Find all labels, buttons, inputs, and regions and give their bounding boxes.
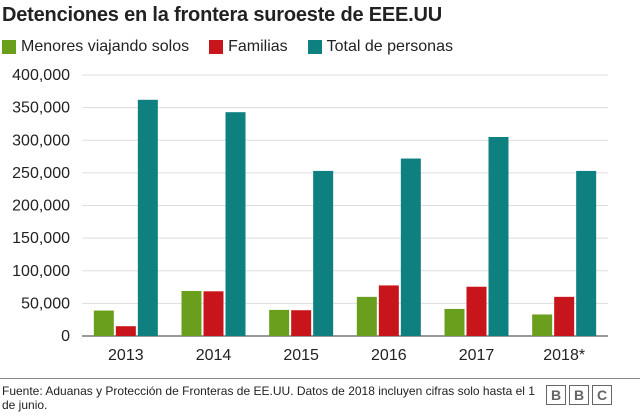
bar-menores	[532, 314, 553, 336]
bar-menores	[181, 290, 202, 336]
bar-menores	[444, 308, 465, 336]
legend-label-menores: Menores viajando solos	[21, 38, 190, 55]
bar-menores	[269, 309, 290, 336]
y-tick-label: 400,000	[12, 67, 70, 84]
bar-chart-plot: 0 50,000 100,000 150,000 200,000 250,000 300,0…	[12, 67, 608, 364]
bar-total	[313, 170, 334, 336]
bar-familias	[291, 310, 312, 336]
x-tick-label: 2018*	[543, 347, 585, 364]
logo-letter: C	[592, 385, 612, 405]
logo-letter: B	[569, 385, 589, 405]
legend-item-menores: Menores viajando solos	[2, 38, 189, 56]
bar-total	[225, 112, 246, 336]
y-tick-label: 0	[61, 328, 70, 345]
bar-familias	[115, 326, 136, 336]
footer-divider	[0, 378, 640, 379]
y-tick-label: 300,000	[12, 132, 70, 149]
y-tick-label: 250,000	[12, 165, 70, 182]
y-tick-label: 150,000	[12, 230, 70, 247]
x-tick-label: 2013	[108, 347, 144, 364]
legend-swatch-total	[307, 40, 322, 54]
bar-familias	[466, 286, 487, 336]
bar-total	[488, 136, 509, 336]
x-tick-label: 2015	[283, 347, 319, 364]
chart-legend: Menores viajando solos Familias Total de…	[2, 38, 473, 56]
y-tick-label: 100,000	[12, 263, 70, 280]
legend-item-total: Total de personas	[307, 38, 453, 56]
logo-letter: B	[546, 385, 566, 405]
x-tick-label: 2016	[371, 347, 407, 364]
y-tick-label: 200,000	[12, 198, 70, 215]
y-tick-label: 350,000	[12, 100, 70, 117]
bar-total	[400, 158, 421, 336]
bar-familias	[378, 285, 399, 336]
legend-swatch-familias	[209, 40, 224, 54]
legend-item-familias: Familias	[209, 38, 288, 56]
bar-familias	[203, 291, 224, 336]
bbc-logo: B B C	[543, 385, 612, 405]
bar-total	[137, 99, 158, 336]
y-tick-label: 50,000	[21, 295, 70, 312]
legend-swatch-menores	[2, 40, 16, 54]
x-tick-label: 2017	[459, 347, 495, 364]
chart-title: Detenciones en la frontera suroeste de E…	[2, 4, 443, 26]
bar-menores	[93, 310, 114, 336]
source-note: Fuente: Aduanas y Protección de Frontera…	[2, 384, 535, 412]
bar-total	[576, 170, 597, 336]
bar-familias	[554, 296, 575, 336]
legend-label-familias: Familias	[228, 38, 288, 55]
x-tick-label: 2014	[196, 347, 232, 364]
bar-menores	[356, 296, 377, 336]
legend-label-total: Total de personas	[326, 38, 453, 55]
